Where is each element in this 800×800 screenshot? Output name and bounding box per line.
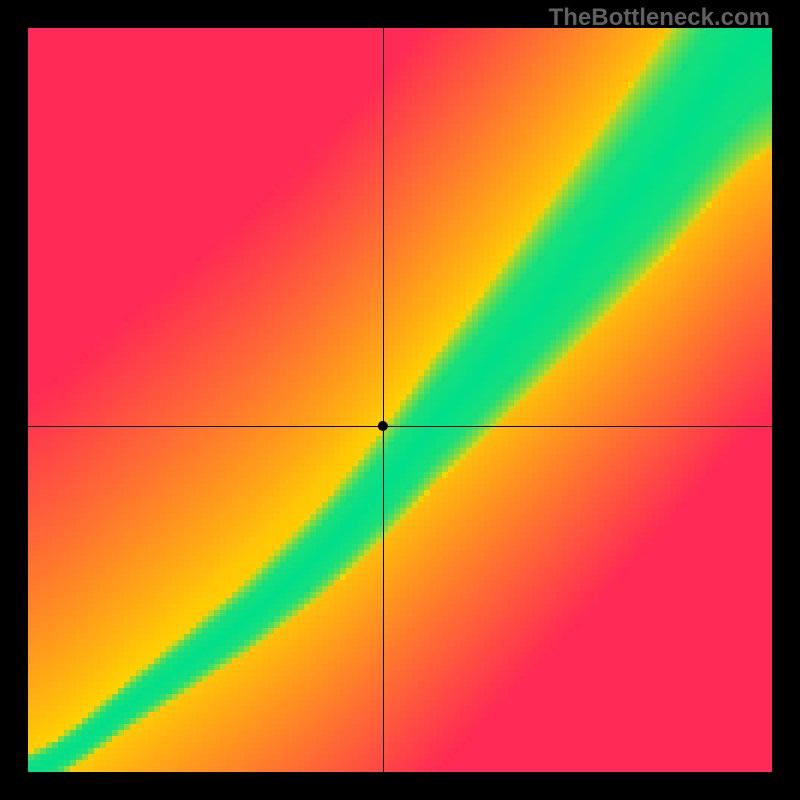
watermark-text: TheBottleneck.com — [549, 4, 770, 32]
bottleneck-heatmap — [0, 0, 800, 800]
